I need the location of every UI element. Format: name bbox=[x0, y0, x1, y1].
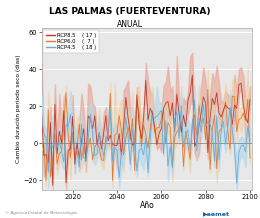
X-axis label: Año: Año bbox=[140, 201, 154, 210]
Text: ANUAL: ANUAL bbox=[117, 20, 143, 29]
Text: LAS PALMAS (FUERTEVENTURA): LAS PALMAS (FUERTEVENTURA) bbox=[49, 7, 211, 15]
Text: ▶aemet: ▶aemet bbox=[203, 211, 230, 216]
Y-axis label: Cambio duración periodo seco (días): Cambio duración periodo seco (días) bbox=[15, 55, 21, 163]
Legend: RCP8.5    ( 17 ), RCP6.0    (  7 ), RCP4.5    ( 18 ): RCP8.5 ( 17 ), RCP6.0 ( 7 ), RCP4.5 ( 18… bbox=[43, 30, 99, 53]
Text: © Agencia Estatal de Meteorología: © Agencia Estatal de Meteorología bbox=[5, 211, 77, 215]
